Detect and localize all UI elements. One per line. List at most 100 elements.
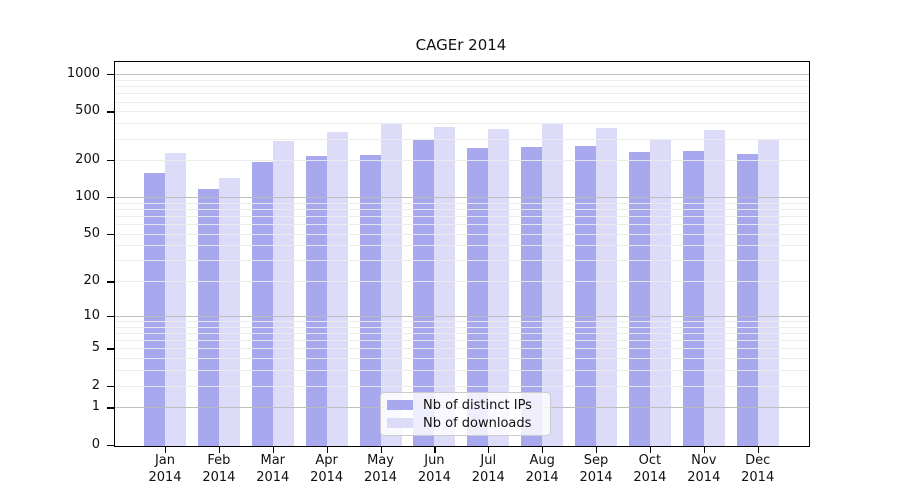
legend-item-distinct-ips: Nb of distinct IPs (387, 398, 544, 413)
y-tick-label-1000: 1000 (66, 66, 100, 82)
bar-mar-ips (251, 161, 273, 446)
x-tick-may (380, 446, 382, 453)
x-tick-dec (757, 446, 759, 453)
legend-label-distinct-ips: Nb of distinct IPs (423, 397, 532, 413)
x-tick-label-jun: Jun 2014 (417, 453, 451, 485)
y-tick-label-20: 20 (83, 273, 100, 289)
x-tick-feb (218, 446, 221, 453)
x-tick-label-jan: Jan 2014 (148, 453, 182, 485)
x-tick-aug (542, 446, 544, 453)
gridline-80 (113, 208, 810, 210)
gridline-70 (113, 216, 810, 218)
bar-feb-ips (197, 189, 219, 446)
bar-sep-downloads (596, 127, 618, 446)
y-tick-20 (106, 281, 114, 283)
gridline-100 (113, 197, 810, 199)
bar-aug-downloads (542, 124, 564, 446)
x-tick-jun (434, 446, 436, 453)
gridline-9 (113, 321, 810, 323)
y-tick-label-10: 10 (83, 307, 100, 323)
x-tick-label-apr: Apr 2014 (310, 453, 344, 485)
x-tick-sep (596, 446, 598, 453)
gridline-30 (113, 260, 810, 262)
gridline-900 (113, 79, 810, 81)
bar-jan-ips (144, 172, 165, 446)
gridline-1000 (113, 74, 810, 76)
y-tick-2 (106, 385, 114, 387)
y-tick-500 (106, 111, 114, 113)
bar-oct-ips (628, 151, 650, 446)
y-tick-label-1: 1 (91, 399, 100, 415)
bar-apr-downloads (326, 131, 348, 446)
gridline-6 (113, 340, 810, 342)
plot-area (113, 61, 810, 447)
y-tick-50 (106, 233, 114, 235)
y-tick-200 (106, 160, 114, 162)
gridline-800 (113, 86, 810, 88)
gridline-40 (113, 245, 810, 247)
gridline-8 (113, 326, 810, 328)
y-tick-10 (106, 315, 114, 318)
gridline-90 (113, 202, 810, 204)
bar-apr-ips (305, 156, 327, 446)
y-tick-label-100: 100 (75, 189, 100, 205)
chart-title: CAGEr 2014 (415, 36, 507, 54)
x-tick-jan (165, 446, 167, 453)
gridline-400 (113, 123, 810, 125)
x-tick-label-nov: Nov 2014 (687, 453, 721, 485)
bar-oct-downloads (649, 138, 671, 446)
bar-jun-downloads (434, 126, 456, 446)
x-tick-apr (326, 446, 328, 453)
legend-swatch-downloads (387, 418, 413, 428)
x-tick-oct (649, 446, 652, 453)
gridline-5 (113, 348, 810, 350)
y-tick-label-5: 5 (91, 340, 100, 356)
x-tick-label-aug: Aug 2014 (525, 453, 559, 485)
bar-jul-ips (467, 148, 489, 446)
gridline-4 (113, 358, 810, 360)
y-tick-label-50: 50 (83, 225, 100, 241)
gridline-3 (113, 370, 810, 372)
x-tick-mar (272, 446, 274, 453)
y-tick-100 (106, 197, 114, 199)
gridline-300 (113, 138, 810, 140)
legend-swatch-distinct-ips (387, 400, 413, 410)
x-tick-label-dec: Dec 2014 (741, 453, 775, 485)
x-tick-jul (488, 446, 490, 453)
bar-dec-ips (736, 154, 758, 446)
y-tick-5 (106, 348, 114, 350)
y-tick-1000 (106, 74, 114, 76)
gridline-7 (113, 333, 810, 335)
gridline-10 (113, 315, 810, 317)
bar-jan-downloads (165, 152, 186, 446)
y-tick-label-200: 200 (75, 152, 100, 168)
gridline-2 (113, 385, 810, 387)
y-tick-label-500: 500 (75, 103, 100, 119)
y-tick-label-2: 2 (91, 377, 100, 393)
x-tick-label-mar: Mar 2014 (256, 453, 290, 485)
gridline-20 (113, 281, 810, 283)
grid-layer (113, 61, 810, 447)
y-tick-label-0: 0 (91, 436, 100, 452)
legend-label-downloads: Nb of downloads (423, 415, 532, 431)
gridline-60 (113, 224, 810, 226)
x-tick-label-may: May 2014 (363, 453, 398, 485)
x-tick-label-sep: Sep 2014 (579, 453, 613, 485)
gridline-600 (113, 101, 810, 103)
legend: Nb of distinct IPs Nb of downloads (380, 392, 551, 436)
y-tick-0 (106, 444, 114, 446)
gridline-50 (113, 233, 810, 235)
legend-item-downloads: Nb of downloads (387, 416, 544, 431)
gridline-700 (113, 93, 810, 95)
gridline-200 (113, 160, 810, 162)
x-tick-label-feb: Feb 2014 (202, 453, 236, 485)
y-tick-1 (106, 407, 114, 409)
x-tick-nov (703, 446, 705, 453)
bar-may-ips (359, 154, 381, 446)
x-tick-label-jul: Jul 2014 (471, 453, 505, 485)
bar-feb-downloads (218, 178, 240, 446)
x-tick-label-oct: Oct 2014 (633, 453, 667, 485)
bar-jul-downloads (488, 128, 510, 446)
gridline-500 (113, 111, 810, 113)
